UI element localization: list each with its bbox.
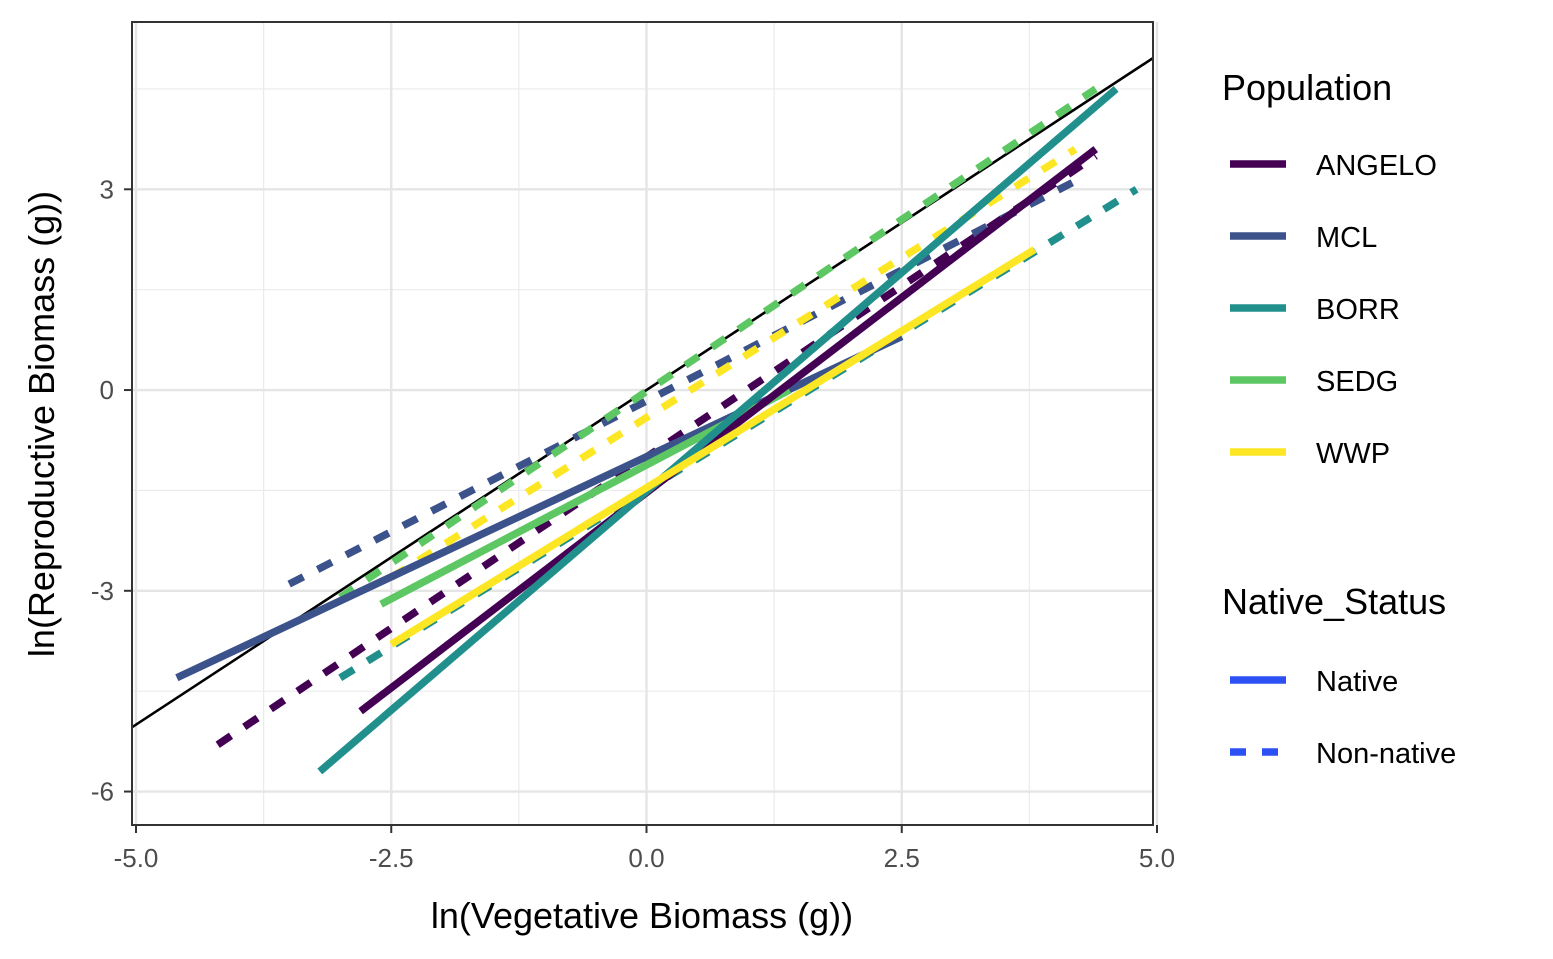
- series-line-wwp-native: [389, 246, 1037, 648]
- y-axis-title: ln(Reproductive Biomass (g)): [21, 191, 62, 657]
- x-tick-label: 0.0: [628, 843, 664, 873]
- x-tick-label: -2.5: [369, 843, 414, 873]
- y-tick-label: 0: [100, 375, 114, 405]
- legend-title-native-status: Native_Status: [1222, 581, 1446, 622]
- legend-label-angelo: ANGELO: [1316, 150, 1437, 182]
- series-line-mcl-non-native: [287, 172, 1088, 588]
- series-line-borr-native: [317, 86, 1119, 775]
- legend-label-wwp: WWP: [1316, 438, 1390, 470]
- legend-label-sedg: SEDG: [1316, 366, 1398, 398]
- legend: Population ANGELO MCL BORR SEDG WWP Native_Sta…: [1222, 67, 1456, 770]
- legend-label-mcl: MCL: [1316, 222, 1377, 254]
- y-tick-label: -3: [91, 576, 114, 606]
- legend-title-population: Population: [1222, 67, 1392, 108]
- legend-label-non-native: Non-native: [1316, 738, 1456, 770]
- x-axis-title: ln(Vegetative Biomass (g)): [431, 895, 853, 936]
- x-tick-label: 5.0: [1139, 843, 1175, 873]
- series-lines: [132, 56, 1153, 775]
- legend-label-borr: BORR: [1316, 294, 1400, 326]
- series-line-angelo-native: [358, 146, 1099, 715]
- plot-border: [131, 21, 1154, 826]
- y-tick-label: -6: [91, 777, 114, 807]
- legend-label-native: Native: [1316, 666, 1398, 698]
- x-tick-label: -5.0: [114, 843, 159, 873]
- y-tick-label: 3: [100, 174, 114, 204]
- axes: -5.0 -2.5 0.0 2.5 5.0 -6 -3 0 3: [91, 174, 1175, 873]
- series-line-sedg-non-native: [338, 85, 1098, 601]
- x-tick-label: 2.5: [884, 843, 920, 873]
